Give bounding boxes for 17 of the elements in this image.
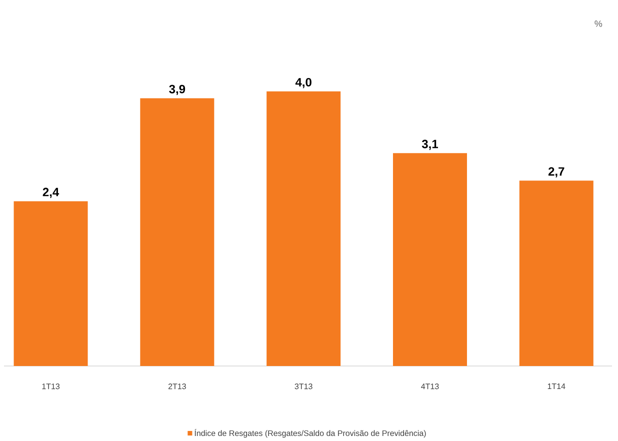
data-label: 3,1 xyxy=(422,140,438,150)
bar xyxy=(140,98,214,366)
x-tick-label: 1T14 xyxy=(548,383,566,389)
bar xyxy=(266,91,341,366)
bar xyxy=(519,180,594,366)
x-tick-label: 1T13 xyxy=(42,383,60,389)
legend-label: Índice de Resgates (Resgates/Saldo da Provisão de Previdência) xyxy=(194,428,426,438)
x-tick-label: 2T13 xyxy=(168,383,186,389)
bar xyxy=(14,201,88,366)
x-tick-label: 3T13 xyxy=(294,383,312,389)
x-tick-label: 4T13 xyxy=(421,383,439,389)
data-label: 2,7 xyxy=(548,166,564,178)
text: % xyxy=(594,20,602,27)
data-label: 4,0 xyxy=(295,78,312,88)
data-label: 3,9 xyxy=(169,84,186,95)
data-label: 2,4 xyxy=(42,188,60,198)
bar xyxy=(392,152,467,366)
